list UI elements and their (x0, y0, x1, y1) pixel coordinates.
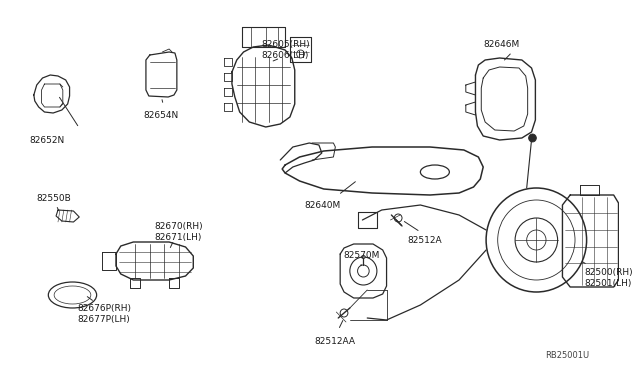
Text: 82512A: 82512A (408, 235, 442, 244)
Text: 82640M: 82640M (305, 201, 340, 209)
Text: 82512AA: 82512AA (314, 337, 355, 346)
Text: 82500(RH)
82501(LH): 82500(RH) 82501(LH) (585, 268, 634, 288)
Text: 82676P(RH)
82677P(LH): 82676P(RH) 82677P(LH) (77, 304, 131, 324)
Text: 82605(RH)
82606(LH): 82605(RH) 82606(LH) (261, 40, 310, 60)
Text: 82652N: 82652N (29, 135, 64, 144)
Text: 82570M: 82570M (343, 250, 380, 260)
Text: RB25001U: RB25001U (545, 351, 589, 360)
Text: 82654N: 82654N (143, 110, 179, 119)
Text: 82670(RH)
82671(LH): 82670(RH) 82671(LH) (155, 222, 204, 242)
Text: 82646M: 82646M (483, 39, 520, 48)
Text: 82550B: 82550B (36, 193, 72, 202)
Circle shape (529, 134, 536, 142)
